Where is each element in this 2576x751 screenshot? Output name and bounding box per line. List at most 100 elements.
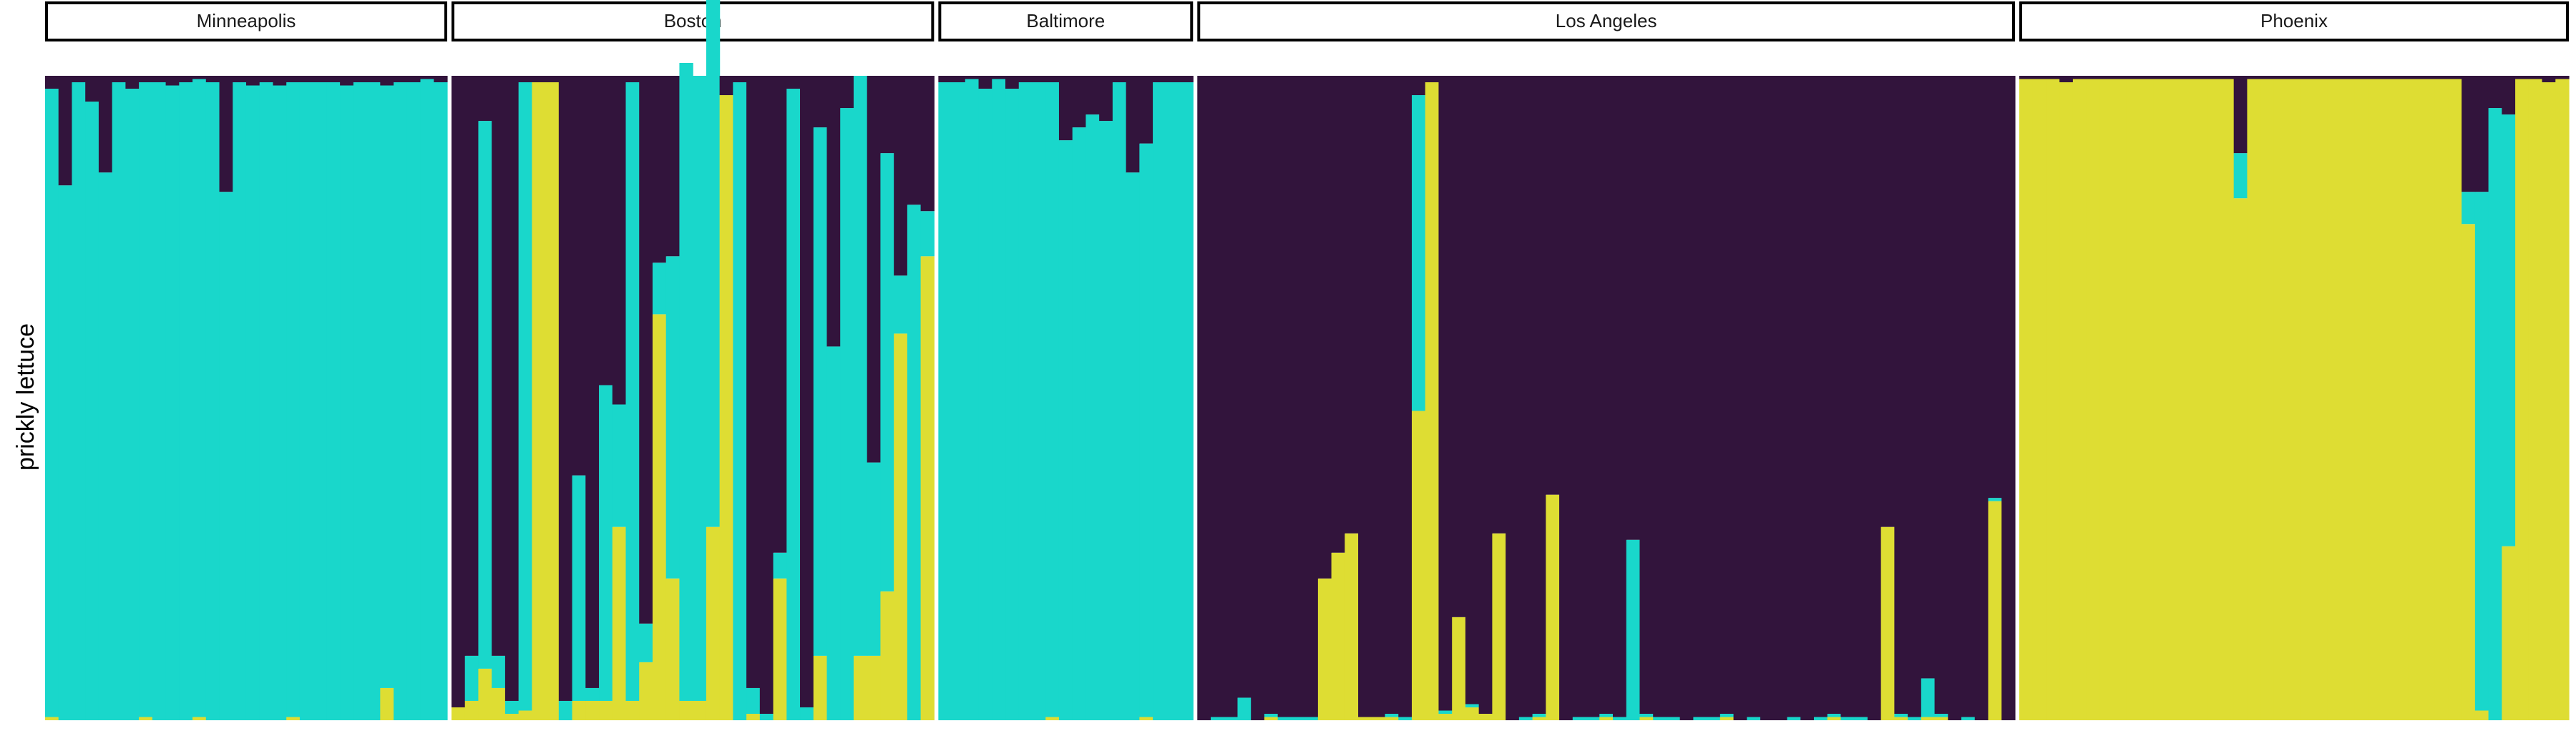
bar-segment-purple <box>313 76 327 83</box>
bar-segment-purple <box>2287 76 2301 79</box>
bar-segment-teal <box>1813 717 1828 720</box>
bar-segment-yellow <box>867 655 882 720</box>
bar-segment-purple <box>1961 76 1976 717</box>
bar-segment-purple <box>1787 76 1801 717</box>
bar-segment-teal <box>112 82 126 720</box>
bar-segment-purple <box>139 76 153 83</box>
bar-segment-teal <box>98 172 113 720</box>
bar-segment-teal <box>152 82 167 720</box>
bar-segment-yellow <box>2394 79 2409 720</box>
bar-segment-teal <box>139 82 153 717</box>
bar-segment-teal <box>205 82 220 720</box>
bar-segment-yellow <box>2140 79 2154 720</box>
bar-segment-teal <box>1139 143 1153 717</box>
bar-segment-teal <box>366 82 381 720</box>
bar-segment-purple <box>1707 76 1721 717</box>
bar-segment-purple <box>179 76 193 83</box>
bar-segment-yellow <box>492 687 506 720</box>
bar-segment-purple <box>98 76 113 173</box>
bar-segment-purple <box>2233 76 2248 154</box>
bar-segment-purple <box>1358 76 1372 717</box>
bar-segment-teal <box>1518 717 1533 720</box>
bar-segment-purple <box>1371 76 1386 717</box>
bar-segment-teal <box>219 192 233 720</box>
bar-segment-yellow <box>2515 79 2529 720</box>
bar-segment-purple <box>1438 76 1453 711</box>
bar-segment-purple <box>478 76 492 122</box>
bar-segment-purple <box>259 76 274 83</box>
bar-segment-yellow <box>2260 79 2275 720</box>
bar-segment-purple <box>245 76 260 86</box>
bar-segment-purple <box>1546 76 1560 495</box>
bar-segment-purple <box>2140 76 2154 79</box>
bar-segment-purple <box>2314 76 2328 79</box>
bar-segment-purple <box>965 76 980 79</box>
bar-segment-teal <box>1934 713 1948 717</box>
bar-segment-yellow <box>1452 617 1466 720</box>
bar-segment-purple <box>938 76 952 83</box>
bar-segment-yellow <box>693 700 707 720</box>
bar-segment-yellow <box>2555 79 2570 720</box>
bar-segment-teal <box>1224 717 1239 720</box>
bar-segment-purple <box>1126 76 1140 173</box>
bar-segment-teal <box>1666 717 1681 720</box>
bar-segment-yellow <box>545 82 560 720</box>
bar-segment-yellow <box>1045 717 1060 720</box>
bar-segment-yellow <box>1358 717 1372 720</box>
bar-segment-yellow <box>639 662 653 720</box>
bar-segment-purple <box>1099 76 1113 122</box>
bar-segment-teal <box>1166 82 1181 720</box>
bar-segment-purple <box>1813 76 1828 717</box>
bar-segment-teal <box>952 82 966 720</box>
bar-segment-purple <box>1518 76 1533 717</box>
bar-segment-teal <box>420 79 434 720</box>
bar-segment-teal <box>965 79 980 720</box>
bar-segment-teal <box>558 700 573 720</box>
bar-segment-teal <box>639 623 653 662</box>
bar-segment-yellow <box>2019 79 2034 720</box>
bar-segment-teal <box>2462 192 2476 225</box>
bar-segment-teal <box>840 108 854 721</box>
bar-segment-teal <box>1787 717 1801 720</box>
bar-segment-purple <box>1854 76 1868 717</box>
bar-segment-purple <box>1411 76 1426 96</box>
bar-segment-purple <box>1492 76 1506 534</box>
bar-segment-yellow <box>1385 717 1399 720</box>
bar-segment-purple <box>1139 76 1153 144</box>
bar-segment-purple <box>273 76 287 86</box>
bar-segment-teal <box>1291 717 1305 720</box>
bar-segment-yellow <box>1532 717 1546 720</box>
bar-segment-yellow <box>2542 82 2556 720</box>
facet-label-phoenix: Phoenix <box>2260 10 2328 31</box>
bar-segment-yellow <box>2180 79 2195 720</box>
bar-segment-purple <box>366 76 381 83</box>
bar-segment-teal <box>518 82 532 711</box>
bar-segment-teal <box>353 82 368 720</box>
bar-segment-purple <box>2167 76 2181 79</box>
bar-segment-purple <box>1773 76 1788 720</box>
bar-segment-teal <box>286 82 301 717</box>
bar-segment-yellow <box>2126 79 2141 720</box>
bar-segment-teal <box>1018 82 1033 720</box>
bar-segment-purple <box>1599 76 1614 714</box>
bar-segment-teal <box>585 687 600 701</box>
bar-segment-purple <box>1880 76 1895 527</box>
bar-segment-purple <box>45 76 59 89</box>
bar-segment-purple <box>2220 76 2235 79</box>
bar-segment-purple <box>1398 76 1413 717</box>
bar-segment-teal <box>1653 717 1667 720</box>
bar-segment-purple <box>907 76 922 205</box>
bar-segment-purple <box>1908 76 1922 717</box>
bar-segment-yellow <box>612 526 627 720</box>
bar-segment-yellow <box>1719 717 1735 720</box>
bar-segment-purple <box>380 76 394 86</box>
bar-segment-teal <box>1005 89 1020 720</box>
bar-segment-purple <box>2434 76 2449 79</box>
bar-segment-yellow <box>572 700 586 720</box>
bar-segment-yellow <box>532 82 546 720</box>
bar-segment-purple <box>1153 76 1167 83</box>
bar-segment-teal <box>1072 127 1087 720</box>
bar-segment-purple <box>504 76 519 701</box>
bar-segment-yellow <box>894 333 908 720</box>
